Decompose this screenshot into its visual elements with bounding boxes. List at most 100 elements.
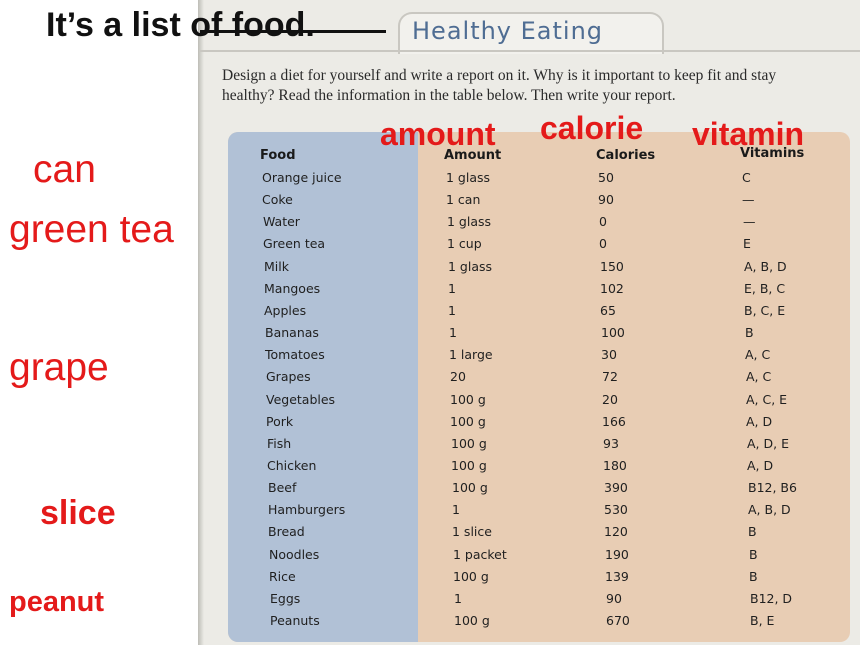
headline-strike-line <box>200 30 386 33</box>
food-cell: Water <box>263 214 300 229</box>
food-cell: Bananas <box>265 325 319 340</box>
page-edge-shadow <box>198 0 204 645</box>
calories-cell: 65 <box>600 303 616 318</box>
calories-cell: 100 <box>601 325 625 340</box>
vitamins-cell: A, C <box>746 369 772 384</box>
calories-cell: 0 <box>599 236 607 251</box>
amount-cell: 100 g <box>453 569 489 584</box>
calories-cell: 20 <box>602 392 618 407</box>
calories-cell: 93 <box>603 436 619 451</box>
vitamins-cell: A, D <box>746 414 773 429</box>
food-cell: Pork <box>266 414 294 429</box>
vitamins-cell: B <box>749 569 758 584</box>
food-cell: Green tea <box>263 236 326 251</box>
calories-cell: 190 <box>605 547 629 562</box>
food-cell: Milk <box>264 259 289 274</box>
calories-cell: 139 <box>605 569 629 584</box>
food-cell: Beef <box>268 480 297 495</box>
header-amount: Amount <box>444 148 502 163</box>
calories-cell: 670 <box>606 613 630 628</box>
vitamins-cell: A, C <box>745 347 771 362</box>
word-peanut: peanut <box>9 586 105 618</box>
vitamins-cell: A, B, D <box>744 259 787 274</box>
food-cell: Peanuts <box>270 613 320 628</box>
amount-cell: 1 glass <box>447 214 492 229</box>
food-cell: Orange juice <box>262 170 342 185</box>
calories-cell: 90 <box>606 591 622 606</box>
vitamins-cell: B <box>745 325 754 340</box>
calories-cell: 180 <box>603 458 627 473</box>
vitamins-cell: B12, B6 <box>748 480 797 495</box>
word-grape: grape <box>9 346 109 389</box>
food-cell: Vegetables <box>266 392 336 407</box>
food-cell: Coke <box>262 192 293 207</box>
food-cell: Mangoes <box>264 281 321 296</box>
word-slice: slice <box>40 494 116 532</box>
amount-cell: 1 glass <box>448 259 493 274</box>
food-cell: Noodles <box>269 547 320 562</box>
amount-cell: 1 packet <box>453 547 507 562</box>
food-cell: Hamburgers <box>268 502 346 517</box>
calories-cell: 120 <box>604 524 628 539</box>
calories-cell: 72 <box>602 369 618 384</box>
amount-cell: 1 can <box>446 192 481 207</box>
vitamins-cell: B, C, E <box>744 303 786 318</box>
vitamins-cell: E, B, C <box>744 281 786 296</box>
amount-cell: 1 slice <box>452 524 492 539</box>
section-divider <box>200 50 860 52</box>
amount-cell: 1 large <box>449 347 493 362</box>
food-cell: Grapes <box>266 369 311 384</box>
food-cell: Rice <box>269 569 296 584</box>
food-cell: Apples <box>264 303 307 318</box>
food-column-band <box>228 132 418 642</box>
calories-cell: 50 <box>598 170 614 185</box>
food-cell: Tomatoes <box>265 347 325 362</box>
amount-cell: 100 g <box>450 392 486 407</box>
vitamins-cell: B <box>749 547 758 562</box>
amount-cell: 1 cup <box>447 236 482 251</box>
vitamins-cell: B, E <box>750 613 775 628</box>
food-cell: Bread <box>268 524 305 539</box>
instructions-paragraph: Design a diet for yourself and write a r… <box>222 67 777 104</box>
calories-cell: 166 <box>602 414 626 429</box>
food-cell: Chicken <box>267 458 317 473</box>
amount-cell: 1 <box>454 591 462 606</box>
vitamins-cell: — <box>742 192 755 207</box>
amount-cell: 1 <box>452 502 460 517</box>
amount-cell: 1 <box>448 281 456 296</box>
header-vitamins: Vitamins <box>740 146 805 161</box>
calories-cell: 530 <box>604 502 628 517</box>
calories-cell: 390 <box>604 480 628 495</box>
amount-cell: 1 <box>448 303 456 318</box>
vitamins-cell: — <box>743 214 756 229</box>
vitamins-cell: A, C, E <box>746 392 788 407</box>
vitamins-cell: B <box>748 524 757 539</box>
amount-cell: 1 glass <box>446 170 491 185</box>
amount-cell: 100 g <box>451 436 487 451</box>
amount-cell: 20 <box>450 369 466 384</box>
section-title: Healthy Eating <box>412 17 604 45</box>
section-title-tab <box>398 12 664 54</box>
amount-cell: 100 g <box>454 613 490 628</box>
amount-cell: 100 g <box>452 480 488 495</box>
calories-cell: 150 <box>600 259 624 274</box>
vitamins-cell: A, D, E <box>747 436 789 451</box>
amount-cell: 100 g <box>450 414 486 429</box>
vitamins-cell: C <box>742 170 751 185</box>
word-green-tea: green tea <box>9 208 174 251</box>
amount-cell: 1 <box>449 325 457 340</box>
header-calories: Calories <box>596 148 656 163</box>
annotation-calorie: calorie <box>540 110 644 146</box>
calories-cell: 30 <box>601 347 617 362</box>
vitamins-cell: A, D <box>747 458 774 473</box>
annotation-amount: amount <box>380 116 496 152</box>
word-can: can <box>33 148 96 191</box>
vitamins-cell: E <box>743 236 751 251</box>
calories-cell: 102 <box>600 281 624 296</box>
food-cell: Fish <box>267 436 292 451</box>
annotation-vitamin: vitamin <box>692 116 805 152</box>
headline: It’s a list of food. <box>46 6 315 44</box>
header-food: Food <box>260 148 296 163</box>
food-cell: Eggs <box>270 591 301 606</box>
calories-cell: 0 <box>599 214 607 229</box>
